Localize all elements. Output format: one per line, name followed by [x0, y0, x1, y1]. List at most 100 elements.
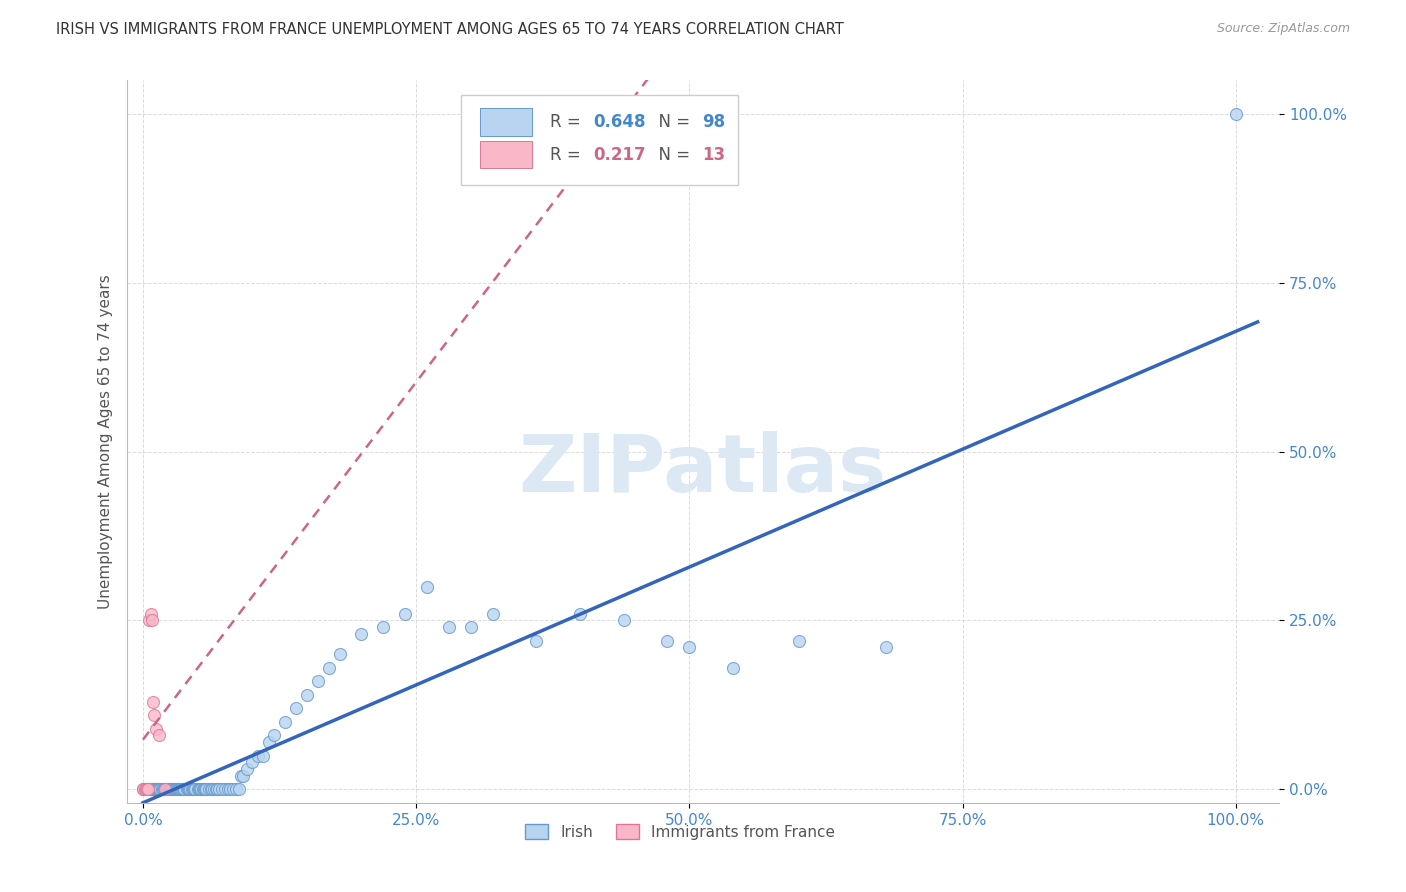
Text: 98: 98: [702, 113, 725, 131]
Legend: Irish, Immigrants from France: Irish, Immigrants from France: [519, 818, 841, 846]
Point: [481, 607, 503, 621]
Point: [257, 735, 280, 749]
Text: N =: N =: [648, 113, 695, 131]
Point: [187, 782, 209, 797]
Point: [187, 782, 209, 797]
Point: [437, 620, 460, 634]
Point: [394, 607, 416, 621]
Point: [875, 640, 897, 655]
FancyBboxPatch shape: [461, 95, 738, 185]
Point: [176, 782, 198, 797]
Point: [350, 627, 373, 641]
Point: [142, 782, 165, 797]
Point: [318, 661, 340, 675]
Point: [217, 782, 239, 797]
Point: [138, 614, 160, 628]
Point: [193, 782, 215, 797]
Point: [569, 607, 592, 621]
Point: [721, 661, 744, 675]
Text: N =: N =: [648, 145, 695, 164]
Point: [307, 674, 329, 689]
Point: [135, 782, 157, 797]
Point: [460, 620, 482, 634]
Point: [167, 782, 190, 797]
Point: [678, 640, 700, 655]
FancyBboxPatch shape: [481, 109, 533, 136]
Text: 13: 13: [702, 145, 725, 164]
Point: [195, 782, 218, 797]
Point: [200, 782, 222, 797]
Point: [225, 782, 247, 797]
Point: [162, 782, 184, 797]
Point: [228, 782, 250, 797]
Point: [142, 694, 165, 708]
Point: [284, 701, 307, 715]
Point: [194, 782, 217, 797]
Point: [613, 614, 636, 628]
Point: [157, 782, 180, 797]
Point: [207, 782, 229, 797]
Point: [148, 782, 170, 797]
Text: 0.648: 0.648: [593, 113, 645, 131]
Point: [787, 633, 810, 648]
Point: [181, 782, 204, 797]
Point: [181, 782, 204, 797]
Point: [163, 782, 186, 797]
Point: [221, 782, 243, 797]
Point: [146, 782, 169, 797]
Point: [188, 782, 211, 797]
Point: [132, 782, 155, 797]
Point: [416, 580, 439, 594]
Point: [1225, 107, 1247, 121]
Point: [145, 722, 167, 736]
Point: [132, 782, 155, 797]
Point: [166, 782, 188, 797]
Point: [152, 782, 174, 797]
Point: [134, 782, 156, 797]
Point: [190, 782, 212, 797]
Point: [152, 782, 174, 797]
Point: [167, 782, 190, 797]
FancyBboxPatch shape: [481, 141, 533, 169]
Point: [170, 782, 193, 797]
Point: [148, 782, 170, 797]
Point: [162, 782, 184, 797]
Point: [184, 782, 207, 797]
Point: [240, 756, 263, 770]
Point: [177, 782, 200, 797]
Point: [138, 782, 160, 797]
Point: [142, 708, 165, 723]
Point: [263, 728, 285, 742]
Point: [134, 782, 156, 797]
Point: [202, 782, 225, 797]
Point: [156, 782, 179, 797]
Point: [197, 782, 219, 797]
Point: [139, 782, 162, 797]
Text: IRISH VS IMMIGRANTS FROM FRANCE UNEMPLOYMENT AMONG AGES 65 TO 74 YEARS CORRELATI: IRISH VS IMMIGRANTS FROM FRANCE UNEMPLOY…: [56, 22, 844, 37]
Point: [231, 769, 253, 783]
Point: [139, 607, 162, 621]
Point: [160, 782, 183, 797]
Point: [149, 782, 172, 797]
Point: [329, 647, 352, 661]
Point: [172, 782, 194, 797]
Y-axis label: Unemployment Among Ages 65 to 74 years: Unemployment Among Ages 65 to 74 years: [97, 274, 112, 609]
Point: [173, 782, 195, 797]
Point: [159, 782, 181, 797]
Text: R =: R =: [550, 113, 586, 131]
Point: [235, 762, 257, 776]
Point: [214, 782, 236, 797]
Point: [138, 782, 160, 797]
Point: [155, 782, 177, 797]
Point: [165, 782, 187, 797]
Point: [201, 782, 224, 797]
Point: [183, 782, 205, 797]
Point: [657, 633, 679, 648]
Point: [142, 782, 165, 797]
Point: [211, 782, 233, 797]
Point: [141, 614, 163, 628]
Point: [373, 620, 395, 634]
Point: [191, 782, 214, 797]
Point: [136, 782, 159, 797]
Point: [142, 782, 165, 797]
